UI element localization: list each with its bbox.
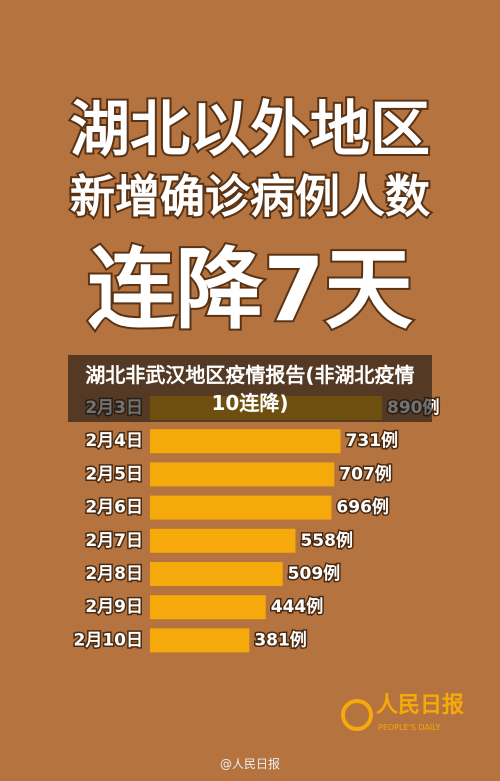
title-line: 湖北以外地区 xyxy=(70,95,430,165)
category-label: 2月8日 xyxy=(85,564,143,584)
bar xyxy=(150,562,283,586)
bar xyxy=(150,628,250,653)
title-line: 新增确诊病例人数 xyxy=(70,170,430,223)
logo-subtitle: PEOPLE'S DAILY xyxy=(378,723,441,732)
value-label: 696例 xyxy=(336,497,389,518)
value-label: 444例 xyxy=(271,596,324,617)
logo-name: 人民日报 xyxy=(376,693,464,718)
bar xyxy=(150,429,341,454)
category-label: 2月7日 xyxy=(85,531,143,551)
bar xyxy=(150,595,266,620)
category-label: 2月10日 xyxy=(74,630,144,650)
title-line: 连降7天 xyxy=(87,238,412,341)
category-label: 2月4日 xyxy=(85,431,143,451)
value-label: 509例 xyxy=(288,563,341,584)
value-label: 731例 xyxy=(346,430,399,451)
watermark: @人民日报 xyxy=(220,756,280,771)
category-label: 2月5日 xyxy=(85,464,143,484)
logo-icon xyxy=(341,699,373,731)
bar xyxy=(150,528,296,553)
category-label: 2月6日 xyxy=(85,498,143,518)
bar xyxy=(150,462,335,487)
category-label: 2月9日 xyxy=(85,597,143,617)
value-label: 558例 xyxy=(300,530,353,551)
bar xyxy=(150,495,332,520)
value-label: 707例 xyxy=(339,463,392,484)
value-label: 381例 xyxy=(254,629,306,650)
banner: 湖北非武汉地区疫情报告(非湖北疫情10连降) xyxy=(68,355,432,422)
banner-text: 湖北非武汉地区疫情报告(非湖北疫情10连降) xyxy=(85,362,415,415)
